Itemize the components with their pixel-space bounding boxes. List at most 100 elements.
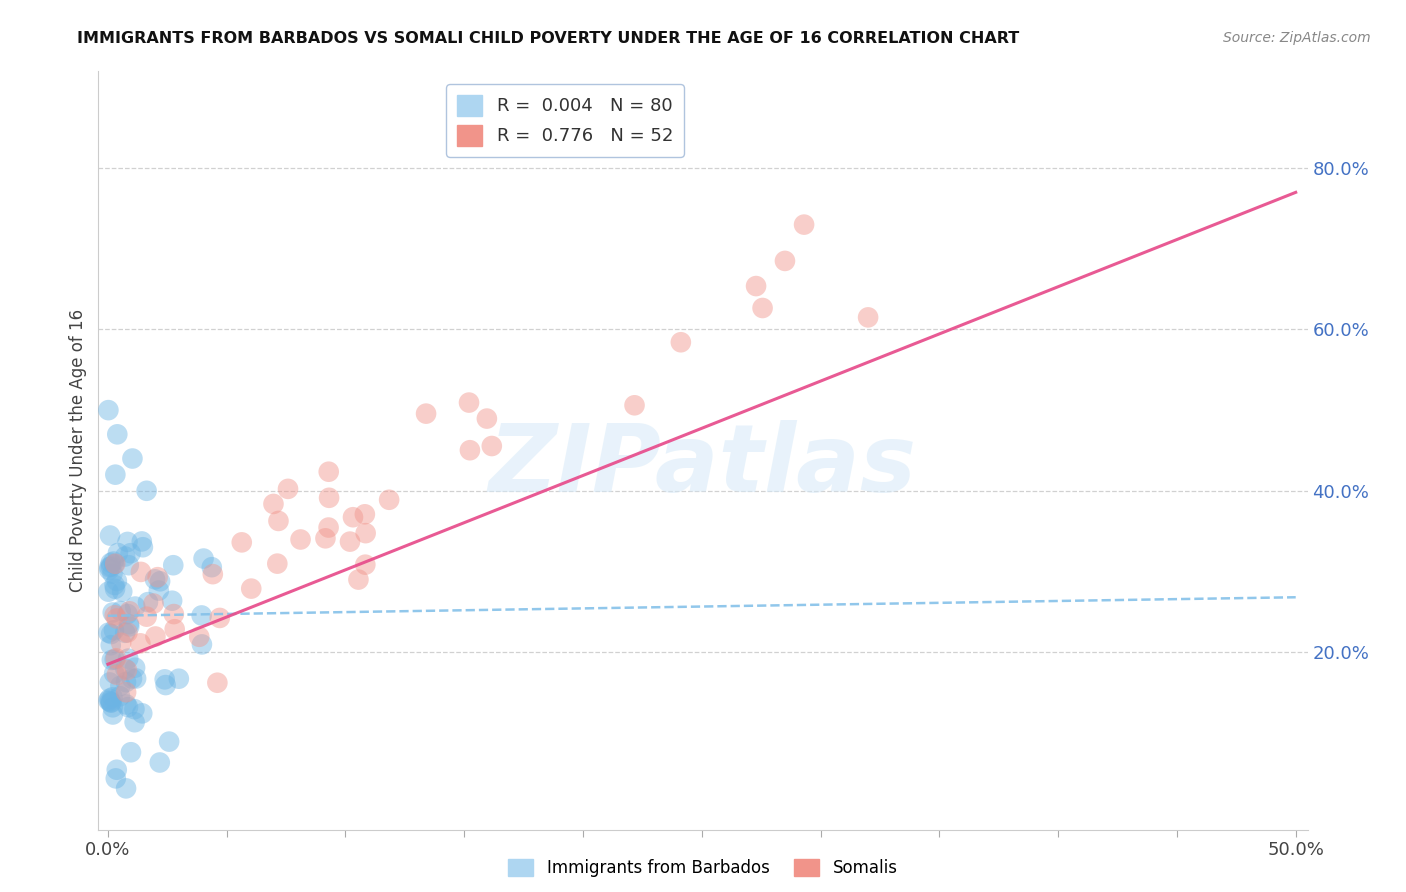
Point (100, 695, 122, 709)
Point (98, 563, 121, 577)
Point (149, 756, 172, 770)
Point (124, 599, 146, 614)
Point (342, 510, 364, 524)
Point (120, 745, 142, 759)
Point (108, 690, 131, 704)
Point (135, 483, 157, 498)
Point (124, 702, 146, 716)
Point (101, 566, 124, 581)
Point (353, 508, 375, 522)
Point (124, 715, 146, 730)
Point (240, 582, 263, 596)
Point (481, 439, 503, 453)
Text: Source: ZipAtlas.com: Source: ZipAtlas.com (1223, 31, 1371, 45)
Point (107, 546, 129, 560)
Point (98, 528, 121, 542)
Point (97, 403, 120, 417)
Text: ZIPatlas: ZIPatlas (489, 419, 917, 512)
Point (458, 395, 481, 409)
Point (105, 763, 128, 777)
Point (132, 540, 155, 554)
Point (155, 678, 177, 692)
Point (751, 301, 773, 315)
Point (354, 558, 377, 572)
Point (856, 310, 879, 325)
Point (347, 573, 370, 587)
Point (104, 608, 127, 623)
Point (207, 675, 229, 690)
Point (117, 607, 139, 621)
Point (98, 691, 121, 706)
Point (103, 578, 125, 592)
Point (201, 567, 224, 582)
Point (118, 619, 141, 633)
Point (669, 335, 692, 350)
Point (117, 700, 139, 714)
Point (266, 557, 288, 571)
Point (208, 611, 231, 625)
Point (117, 625, 139, 640)
Point (117, 651, 139, 665)
Point (129, 565, 152, 579)
Point (745, 279, 768, 293)
Point (146, 570, 169, 584)
Point (135, 609, 157, 624)
Point (100, 696, 122, 710)
Point (163, 607, 186, 621)
Point (115, 781, 138, 796)
Point (142, 597, 165, 611)
Point (114, 549, 136, 564)
Point (318, 520, 340, 534)
Point (231, 535, 253, 549)
Point (101, 606, 124, 620)
Point (103, 558, 125, 572)
Point (114, 625, 136, 640)
Point (97, 625, 120, 640)
Point (458, 443, 481, 458)
Point (773, 253, 796, 268)
Point (121, 451, 143, 466)
Point (129, 636, 152, 650)
Point (105, 427, 128, 442)
Point (201, 560, 224, 574)
Point (115, 685, 138, 699)
Point (153, 673, 176, 687)
Point (100, 627, 122, 641)
Point (114, 662, 136, 676)
Point (100, 638, 122, 652)
Point (121, 672, 143, 686)
Point (793, 218, 815, 232)
Point (105, 574, 128, 588)
Point (167, 672, 190, 686)
Point (101, 707, 124, 722)
Point (105, 668, 128, 682)
Point (115, 663, 138, 677)
Point (101, 700, 124, 714)
Point (115, 675, 138, 690)
Point (103, 555, 125, 569)
Point (136, 595, 159, 609)
Point (623, 398, 645, 412)
Point (188, 630, 211, 644)
Point (277, 482, 299, 496)
Point (354, 526, 377, 541)
Point (110, 636, 132, 650)
Legend: Immigrants from Barbados, Somalis: Immigrants from Barbados, Somalis (502, 852, 904, 884)
Y-axis label: Child Poverty Under the Age of 16: Child Poverty Under the Age of 16 (69, 309, 87, 592)
Point (97, 584, 120, 599)
Point (118, 604, 141, 618)
Point (98, 694, 121, 708)
Point (143, 573, 166, 587)
Point (104, 582, 127, 596)
Point (475, 411, 498, 425)
Point (100, 556, 122, 570)
Point (97, 693, 120, 707)
Point (318, 491, 340, 505)
Point (160, 593, 183, 607)
Point (131, 706, 153, 721)
Point (163, 622, 186, 636)
Point (104, 651, 127, 665)
Point (263, 497, 285, 511)
Point (318, 465, 340, 479)
Point (314, 531, 336, 545)
